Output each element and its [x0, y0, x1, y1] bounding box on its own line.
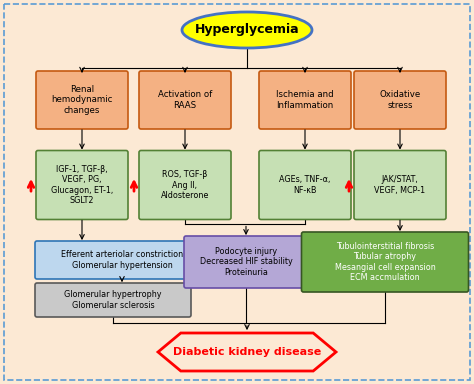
Text: Diabetic kidney disease: Diabetic kidney disease	[173, 347, 321, 357]
FancyBboxPatch shape	[139, 151, 231, 220]
Text: Renal
hemodynamic
changes: Renal hemodynamic changes	[51, 85, 113, 115]
Text: Glomerular hypertrophy
Glomerular sclerosis: Glomerular hypertrophy Glomerular sclero…	[64, 290, 162, 310]
Text: IGF-1, TGF-β,
VEGF, PG,
Glucagon, ET-1,
SGLT2: IGF-1, TGF-β, VEGF, PG, Glucagon, ET-1, …	[51, 165, 113, 205]
FancyBboxPatch shape	[354, 151, 446, 220]
Text: Ischemia and
Inflammation: Ischemia and Inflammation	[276, 90, 334, 110]
FancyBboxPatch shape	[35, 283, 191, 317]
FancyBboxPatch shape	[301, 232, 468, 292]
Text: Tubulointerstitial fibrosis
Tubular atrophy
Mesangial cell expansion
ECM accmula: Tubulointerstitial fibrosis Tubular atro…	[335, 242, 436, 282]
FancyBboxPatch shape	[139, 71, 231, 129]
FancyBboxPatch shape	[259, 151, 351, 220]
Text: AGEs, TNF-α,
NF-κB: AGEs, TNF-α, NF-κB	[279, 175, 331, 195]
Text: Oxidative
stress: Oxidative stress	[379, 90, 420, 110]
FancyBboxPatch shape	[354, 71, 446, 129]
Polygon shape	[158, 333, 336, 371]
FancyBboxPatch shape	[259, 71, 351, 129]
FancyBboxPatch shape	[36, 151, 128, 220]
FancyBboxPatch shape	[35, 241, 209, 279]
Text: ROS, TGF-β
Ang II,
Aldosterone: ROS, TGF-β Ang II, Aldosterone	[161, 170, 209, 200]
Text: Efferent arteriolar constriction
Glomerular hypertension: Efferent arteriolar constriction Glomeru…	[61, 250, 183, 270]
Text: Hyperglycemia: Hyperglycemia	[195, 23, 299, 36]
Text: JAK/STAT,
VEGF, MCP-1: JAK/STAT, VEGF, MCP-1	[374, 175, 426, 195]
Ellipse shape	[182, 12, 312, 48]
FancyBboxPatch shape	[184, 236, 308, 288]
FancyBboxPatch shape	[36, 71, 128, 129]
Text: Podocyte injury
Decreased HIF stability
Proteinuria: Podocyte injury Decreased HIF stability …	[200, 247, 292, 277]
Text: Activation of
RAAS: Activation of RAAS	[158, 90, 212, 110]
